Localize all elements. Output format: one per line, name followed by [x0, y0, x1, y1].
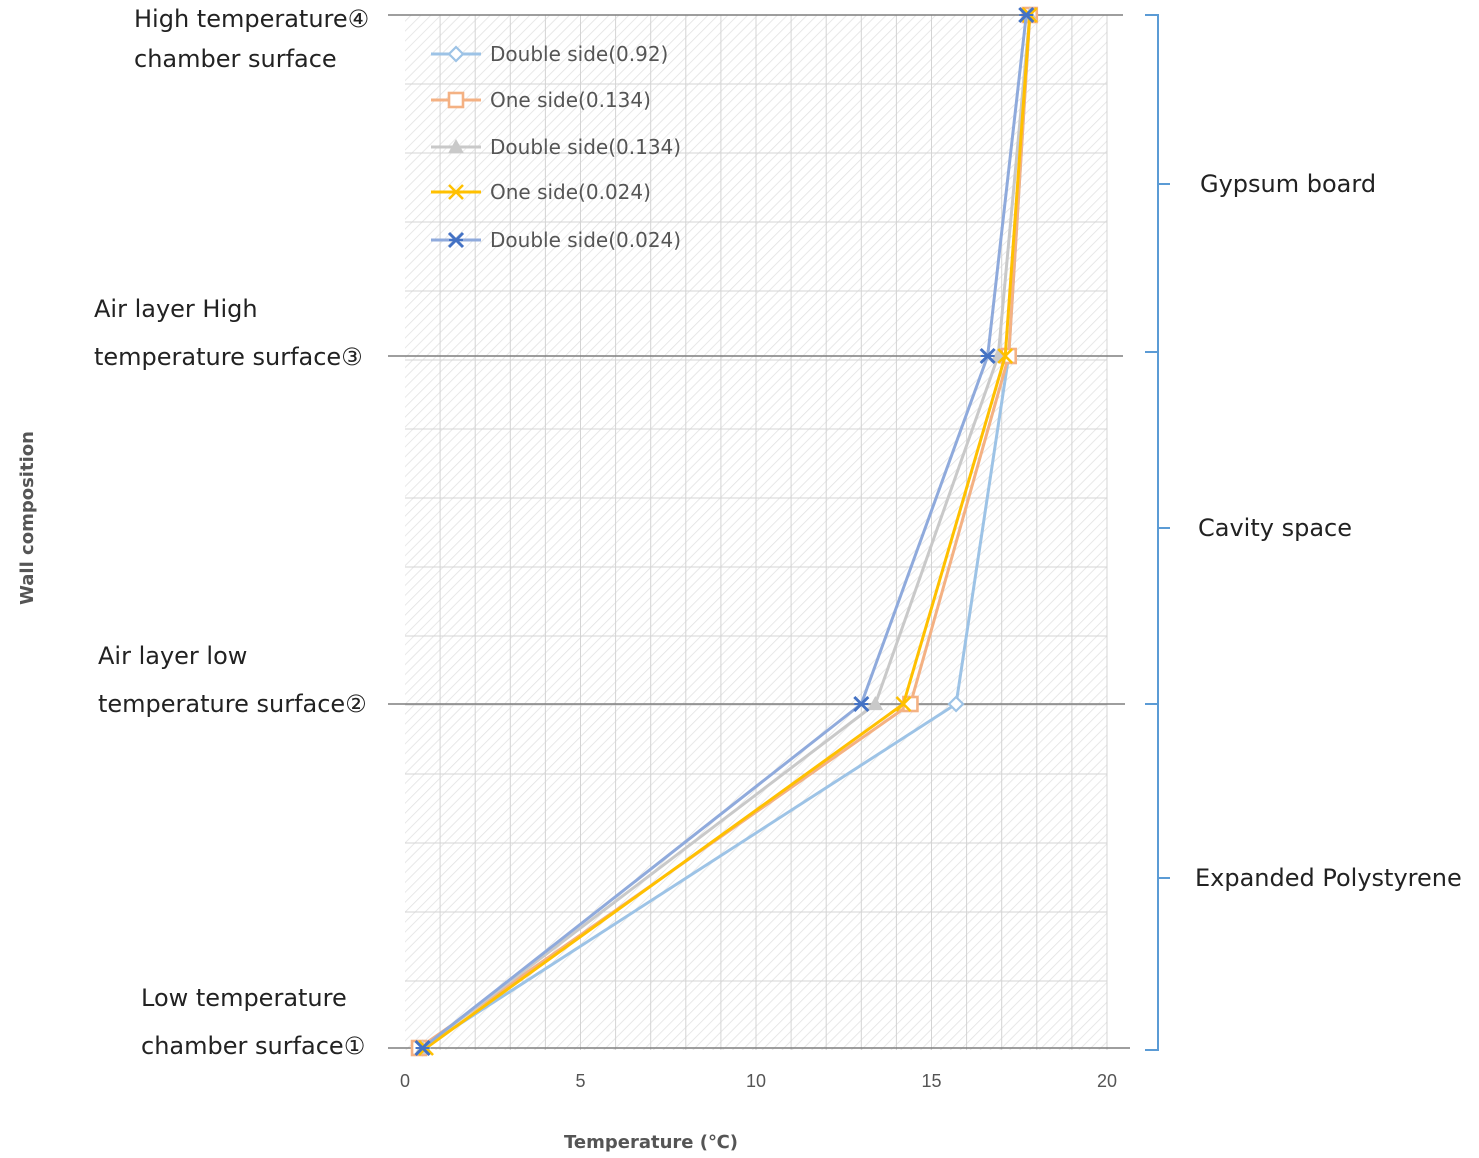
- layer-label: Gypsum board: [1200, 170, 1376, 198]
- level-label-line: Low temperature: [141, 984, 347, 1012]
- level-label-line: chamber surface①: [141, 1032, 365, 1060]
- brace-shape: [1145, 14, 1170, 353]
- series-line: [425, 14, 1032, 1050]
- level-label-line: temperature surface②: [98, 690, 367, 718]
- legend-label: One side(0.024): [490, 180, 651, 204]
- data-point: [447, 45, 465, 63]
- brace-shape: [1145, 703, 1170, 1051]
- legend-label: Double side(0.134): [490, 135, 681, 159]
- legend: Double side(0.92) One side(0.134) Double s…: [431, 42, 681, 252]
- x-axis-title: Temperature (℃): [564, 1132, 738, 1153]
- data-point: [448, 184, 464, 200]
- legend-item: Double side(0.92): [431, 42, 668, 66]
- layer-braces: Expanded Polystyrene Cavity space Gypsum b…: [1145, 14, 1462, 1051]
- x-tick-label: 0: [400, 1071, 410, 1091]
- data-point: [853, 695, 870, 713]
- level-label-line: High temperature④: [134, 5, 369, 33]
- x-tick-label: 5: [575, 1071, 585, 1091]
- data-point: [447, 231, 465, 249]
- data-point: [997, 348, 1014, 364]
- data-point: [947, 695, 965, 713]
- data-point: [895, 696, 912, 712]
- x-tick-label: 15: [921, 1071, 941, 1091]
- data-point: [867, 695, 884, 711]
- legend-item: Double side(0.134): [431, 135, 681, 159]
- series-line: [421, 14, 1028, 1050]
- series-group: [410, 6, 1039, 1057]
- level-label-line: temperature surface③: [94, 343, 363, 371]
- data-point: [979, 347, 996, 365]
- x-tick-label: 10: [746, 1071, 766, 1091]
- legend-label: One side(0.134): [490, 88, 651, 112]
- data-point: [448, 138, 464, 154]
- level-label-line: Air layer low: [98, 642, 247, 670]
- data-point: [447, 91, 465, 109]
- gridlines: [405, 15, 1108, 1050]
- series-5: [414, 6, 1035, 1057]
- legend-label: Double side(0.92): [490, 42, 668, 66]
- legend-item: One side(0.024): [431, 180, 651, 204]
- layer-brace: Expanded Polystyrene: [1145, 703, 1462, 1051]
- layer-label: Expanded Polystyrene: [1195, 864, 1462, 892]
- brace-shape: [1145, 351, 1170, 705]
- level-lines: [388, 14, 1130, 1049]
- series-line: [421, 14, 1032, 1050]
- layer-label: Cavity space: [1198, 514, 1352, 542]
- data-point: [414, 1039, 431, 1057]
- layer-brace: Cavity space: [1145, 351, 1352, 705]
- level-label-line: Air layer High: [94, 295, 258, 323]
- x-axis-ticks: 0 5 10 15 20: [400, 1071, 1117, 1091]
- legend-item: Double side(0.024): [431, 228, 681, 252]
- legend-item: One side(0.134): [431, 88, 651, 112]
- y-level-labels: Low temperature chamber surface① Air layer…: [94, 5, 369, 1060]
- legend-label: Double side(0.024): [490, 228, 681, 252]
- x-tick-label: 20: [1097, 1071, 1117, 1091]
- level-label-line: chamber surface: [134, 45, 337, 73]
- data-point: [1018, 6, 1035, 24]
- layer-brace: Gypsum board: [1145, 14, 1376, 353]
- y-axis-title: Wall composition: [17, 431, 38, 605]
